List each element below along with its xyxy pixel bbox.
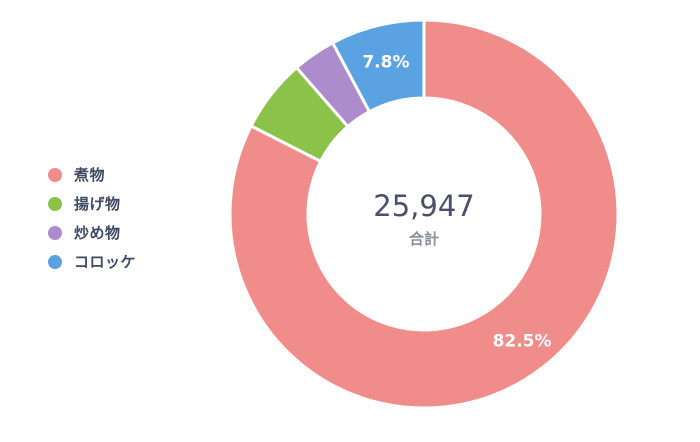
total-label: 合計 bbox=[408, 230, 439, 248]
legend: 煮物揚げ物炒め物コロッケ bbox=[48, 160, 136, 276]
total-value: 25,947 bbox=[373, 189, 474, 223]
legend-swatch bbox=[48, 254, 62, 269]
slice-label-0: 82.5% bbox=[493, 331, 552, 351]
legend-item: 煮物 bbox=[48, 160, 136, 189]
slice-0 bbox=[228, 18, 620, 410]
legend-item: 揚げ物 bbox=[48, 189, 136, 218]
legend-label: 煮物 bbox=[74, 166, 106, 184]
slice-3 bbox=[330, 18, 426, 114]
legend-swatch bbox=[48, 225, 62, 240]
legend-item: コロッケ bbox=[48, 247, 136, 276]
slice-label-3: 7.8% bbox=[362, 53, 409, 73]
legend-label: 炒め物 bbox=[74, 224, 121, 242]
slices bbox=[228, 18, 620, 410]
legend-swatch bbox=[48, 167, 62, 182]
legend-label: 揚げ物 bbox=[74, 195, 121, 213]
legend-label: コロッケ bbox=[74, 253, 137, 271]
legend-item: 炒め物 bbox=[48, 218, 136, 247]
legend-swatch bbox=[48, 196, 62, 211]
slice-labels: 82.5% 7.8% bbox=[362, 53, 551, 352]
